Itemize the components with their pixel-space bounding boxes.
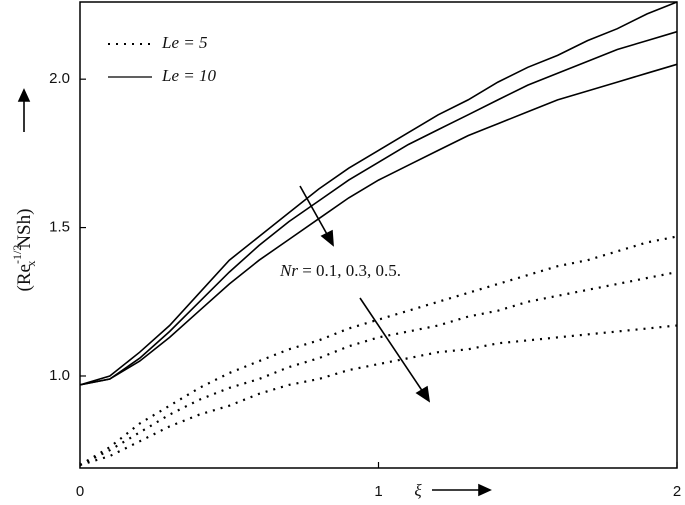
annotation-arrows <box>17 88 492 497</box>
y-label-part: x <box>24 261 38 267</box>
y-tick-label: 1.0 <box>49 367 70 384</box>
y-label-part: -1/2 <box>10 245 24 264</box>
x-tick-label: 1 <box>374 483 382 500</box>
arrow-head <box>17 88 31 102</box>
x-tick-label: 0 <box>76 483 84 500</box>
y-label-part: (Re <box>14 264 35 291</box>
line-series <box>79 63 678 386</box>
x-tick-label: 2 <box>673 483 681 500</box>
y-tick-label: 2.0 <box>49 70 70 87</box>
annotation: Nr = 0.1, 0.3, 0.5. <box>279 261 401 280</box>
annotation-part: Nr <box>279 261 298 280</box>
line-series <box>79 324 678 467</box>
arrow-head <box>478 483 492 497</box>
arrow <box>299 185 329 237</box>
line-series <box>79 271 678 466</box>
y-label-part: NSh) <box>14 209 35 249</box>
arrow <box>359 297 424 393</box>
arrow-head <box>415 385 431 403</box>
arrow-head <box>320 229 334 247</box>
annotation-part: = 0.1, 0.3, 0.5. <box>302 261 401 280</box>
y-tick-label: 1.5 <box>49 219 70 236</box>
legend-label: Le = 5 <box>161 33 207 52</box>
line-series <box>79 1 678 386</box>
y-axis-label: (Re-1/2x NSh) <box>10 209 38 292</box>
line-series <box>79 30 678 386</box>
legend-label: Le = 10 <box>161 66 216 85</box>
x-axis-label: ξ <box>414 481 422 500</box>
